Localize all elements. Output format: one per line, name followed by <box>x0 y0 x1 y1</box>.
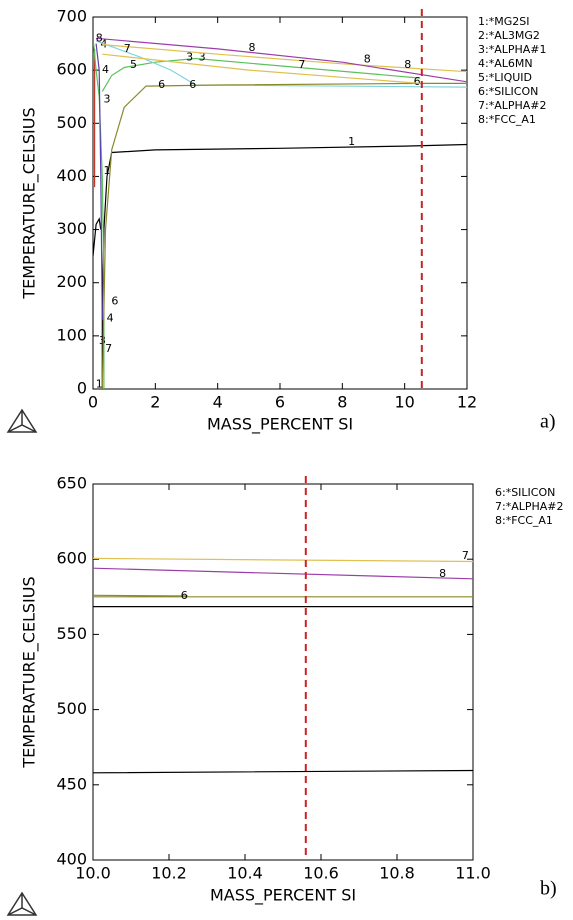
curve-label: 1 <box>104 164 111 177</box>
logo-a <box>6 408 38 433</box>
curve-label: 4 <box>107 311 114 324</box>
curve-label: 1 <box>96 378 103 391</box>
x-tick-label: 0 <box>88 393 98 412</box>
y-axis-label: TEMPERATURE_CELSIUS <box>20 576 40 768</box>
x-tick-label: 4 <box>213 393 223 412</box>
legend-entry: 6:*SILICON <box>478 85 538 98</box>
y-tick-label: 500 <box>56 113 87 132</box>
series-line <box>101 82 467 389</box>
y-tick-label: 0 <box>77 379 87 398</box>
logo-b <box>6 891 38 916</box>
curve-label: 3 <box>186 50 193 63</box>
legend-entry: 7:*ALPHA#2 <box>495 500 564 513</box>
series-line <box>93 606 473 774</box>
series-line <box>93 43 421 389</box>
legend-entry: 8:*FCC_A1 <box>495 514 553 527</box>
curve-label: 6 <box>158 78 165 91</box>
y-tick-label: 450 <box>56 774 87 793</box>
curve-label: 4 <box>102 63 109 76</box>
curve-label: 7 <box>298 58 305 71</box>
curve-label: 8 <box>439 567 446 580</box>
curve-label: 7 <box>124 42 131 55</box>
y-tick-label: 600 <box>56 60 87 79</box>
y-tick-label: 200 <box>56 272 87 291</box>
y-tick-label: 400 <box>56 850 87 869</box>
y-tick-label: 300 <box>56 219 87 238</box>
x-tick-label: 10.6 <box>303 864 339 883</box>
curve-label: 8 <box>404 58 411 71</box>
legend-entry: 6:*SILICON <box>495 486 555 499</box>
y-tick-label: 100 <box>56 325 87 344</box>
curve-label: 3 <box>199 50 206 63</box>
x-axis-label: MASS_PERCENT SI <box>207 415 353 435</box>
series-line <box>95 40 467 88</box>
legend-entry: 7:*ALPHA#2 <box>478 99 547 112</box>
x-tick-label: 12 <box>457 393 477 412</box>
curve-label: 6 <box>111 294 118 307</box>
y-tick-label: 550 <box>56 624 87 643</box>
series-line <box>93 557 473 563</box>
series-line <box>93 594 473 598</box>
y-tick-label: 650 <box>56 474 87 493</box>
series-line <box>93 143 467 389</box>
legend-entry: 3:*ALPHA#1 <box>478 43 547 56</box>
x-tick-label: 10.2 <box>151 864 187 883</box>
legend-entry: 5:*LIQUID <box>478 71 532 84</box>
series-line <box>96 37 467 83</box>
curve-label: 3 <box>104 92 111 105</box>
curve-label: 6 <box>189 78 196 91</box>
legend-entry: 2:*AL3MG2 <box>478 29 540 42</box>
series-line <box>102 44 467 84</box>
series-line <box>93 567 473 580</box>
x-tick-label: 10.0 <box>75 864 111 883</box>
x-tick-label: 11.0 <box>455 864 491 883</box>
y-tick-label: 500 <box>56 699 87 718</box>
curve-label: 8 <box>364 53 371 66</box>
curve-label: 6 <box>181 589 188 602</box>
x-axis-label: MASS_PERCENT SI <box>210 886 356 906</box>
curve-label: 7 <box>462 549 469 562</box>
plot-frame <box>92 16 468 390</box>
y-axis-label: TEMPERATURE_CELSIUS <box>20 107 40 299</box>
curve-label: 7 <box>105 342 112 355</box>
legend-entry: 1:*MG2SI <box>478 15 529 28</box>
x-tick-label: 10.4 <box>227 864 263 883</box>
y-tick-label: 400 <box>56 166 87 185</box>
x-tick-label: 2 <box>150 393 160 412</box>
panel-caption: a) <box>540 411 556 433</box>
x-tick-label: 6 <box>275 393 285 412</box>
y-tick-label: 700 <box>56 7 87 26</box>
curve-label: 1 <box>348 135 355 148</box>
panel-caption: b) <box>540 878 557 900</box>
y-tick-label: 600 <box>56 549 87 568</box>
legend-entry: 4:*AL6MN <box>478 57 533 70</box>
curve-label: 3 <box>99 334 106 347</box>
legend-entry: 8:*FCC_A1 <box>478 113 536 126</box>
curve-label: 6 <box>414 75 421 88</box>
curve-label: 5 <box>130 58 137 71</box>
series-line <box>95 43 103 320</box>
curve-label: 8 <box>248 41 255 54</box>
curve-label: 8 <box>96 31 103 44</box>
x-tick-label: 10 <box>394 393 414 412</box>
x-tick-label: 10.8 <box>379 864 415 883</box>
x-tick-label: 8 <box>337 393 347 412</box>
plot-frame <box>92 483 474 861</box>
